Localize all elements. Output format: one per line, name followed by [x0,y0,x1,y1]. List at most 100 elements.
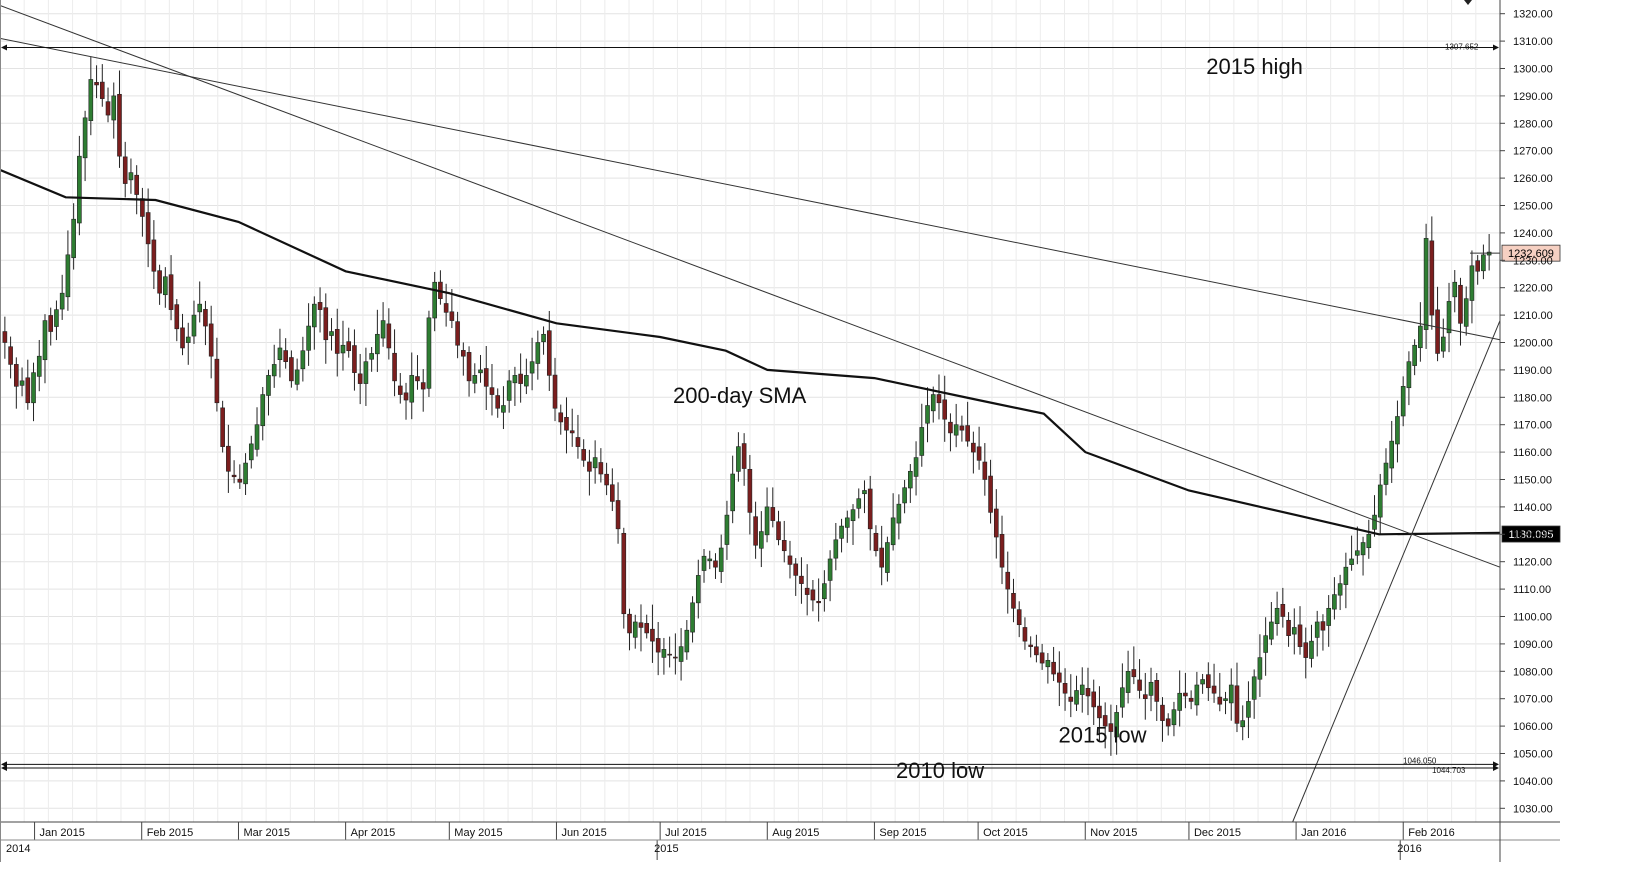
candle-body [776,521,781,541]
candle-body [185,336,191,343]
candle-body [1091,691,1097,708]
candle-body [827,558,833,581]
candle-body [122,156,128,184]
candle-body [397,385,403,395]
candle-body [1016,609,1022,626]
candle-body [885,542,890,573]
candle-body [833,539,839,559]
candle-body [1337,583,1343,596]
candle-body [707,558,713,562]
y-tick-label: 1310.00 [1513,36,1553,48]
candle-body [151,239,157,272]
candle-body [1435,309,1440,354]
candle-body [890,517,896,546]
candle-body [1343,566,1349,585]
candle-body [483,368,489,387]
candle-body [363,361,369,384]
candle-body [226,445,231,472]
candle-body [1297,624,1303,647]
y-tick-label: 1260.00 [1513,173,1553,185]
candle-body [8,346,13,365]
candle-body [644,623,650,634]
candle-body [759,531,764,549]
candle-body [850,509,856,522]
candle-body [157,270,162,294]
candle-body [312,303,317,328]
candle-body [1240,720,1246,728]
candle-body [764,506,770,536]
candle-body [552,374,558,409]
x-tick-label: Feb 2015 [147,827,193,839]
candle-body [420,382,426,390]
candle-body [489,387,495,395]
candle-body [1079,684,1085,695]
candle-body [518,373,523,384]
candle-body [844,517,850,528]
candle-body [953,424,959,436]
candle-body [1160,704,1165,721]
y-tick-label: 1200.00 [1513,338,1553,350]
candle-body [1131,669,1137,678]
candle-body [174,304,180,330]
candle-body [673,656,678,659]
candle-body [300,350,306,370]
chart-annotation: 2010 low [896,758,984,783]
candle-body [1458,284,1463,324]
candle-body [386,323,392,349]
y-tick-label: 1030.00 [1513,803,1553,815]
candle-body [163,276,168,296]
x-tick-label: Oct 2015 [983,827,1028,839]
candle-body [409,375,415,403]
candle-body [19,380,25,386]
candle-body [793,563,799,576]
y-tick-label: 1320.00 [1513,9,1553,21]
candle-body [461,350,466,357]
candle-body [1360,542,1366,556]
candle-body [610,484,615,502]
y-tick-label: 1220.00 [1513,283,1553,295]
level-label: 1044.703 [1432,766,1466,775]
candle-body [621,532,627,615]
level-label: 1046.050 [1403,756,1437,765]
candle-body [925,405,930,424]
candle-body [535,342,541,364]
candle-body [415,376,420,382]
candle-body [873,532,879,552]
candle-body [822,583,827,600]
candle-body [208,323,214,357]
candle-body [862,490,867,495]
y-tick-label: 1290.00 [1513,91,1553,103]
candle-body [340,344,346,354]
candle-body [231,474,237,478]
candle-body [111,95,117,121]
y-tick-label: 1170.00 [1513,420,1552,432]
candle-body [1469,265,1475,301]
price-badge-label: 1232.609 [1508,248,1554,260]
trend-line [1292,320,1501,823]
candle-body [375,333,380,355]
candle-body [787,555,793,565]
candle-body [329,331,334,336]
candle-body [1148,681,1154,696]
candle-body [1183,692,1188,697]
candle-body [856,498,862,509]
candle-body [82,117,88,159]
chart-annotation: 2015 high [1206,54,1303,79]
candle-body [1200,679,1205,685]
candle-body [839,525,844,539]
candle-body [506,380,512,401]
candle-body [1446,301,1452,334]
candle-body [1217,696,1223,705]
price-badge-label: 1130.095 [1508,529,1553,541]
chart-annotation: 200-day SMA [673,383,807,408]
candle-body [1177,692,1182,711]
candle-body [1234,685,1240,724]
candle-body [105,101,111,116]
candle-body [982,461,988,480]
y-tick-label: 1250.00 [1513,201,1553,213]
candle-body [902,487,907,504]
year-label: 2015 [654,843,678,855]
candle-body [930,394,936,412]
candle-body [1137,679,1142,691]
